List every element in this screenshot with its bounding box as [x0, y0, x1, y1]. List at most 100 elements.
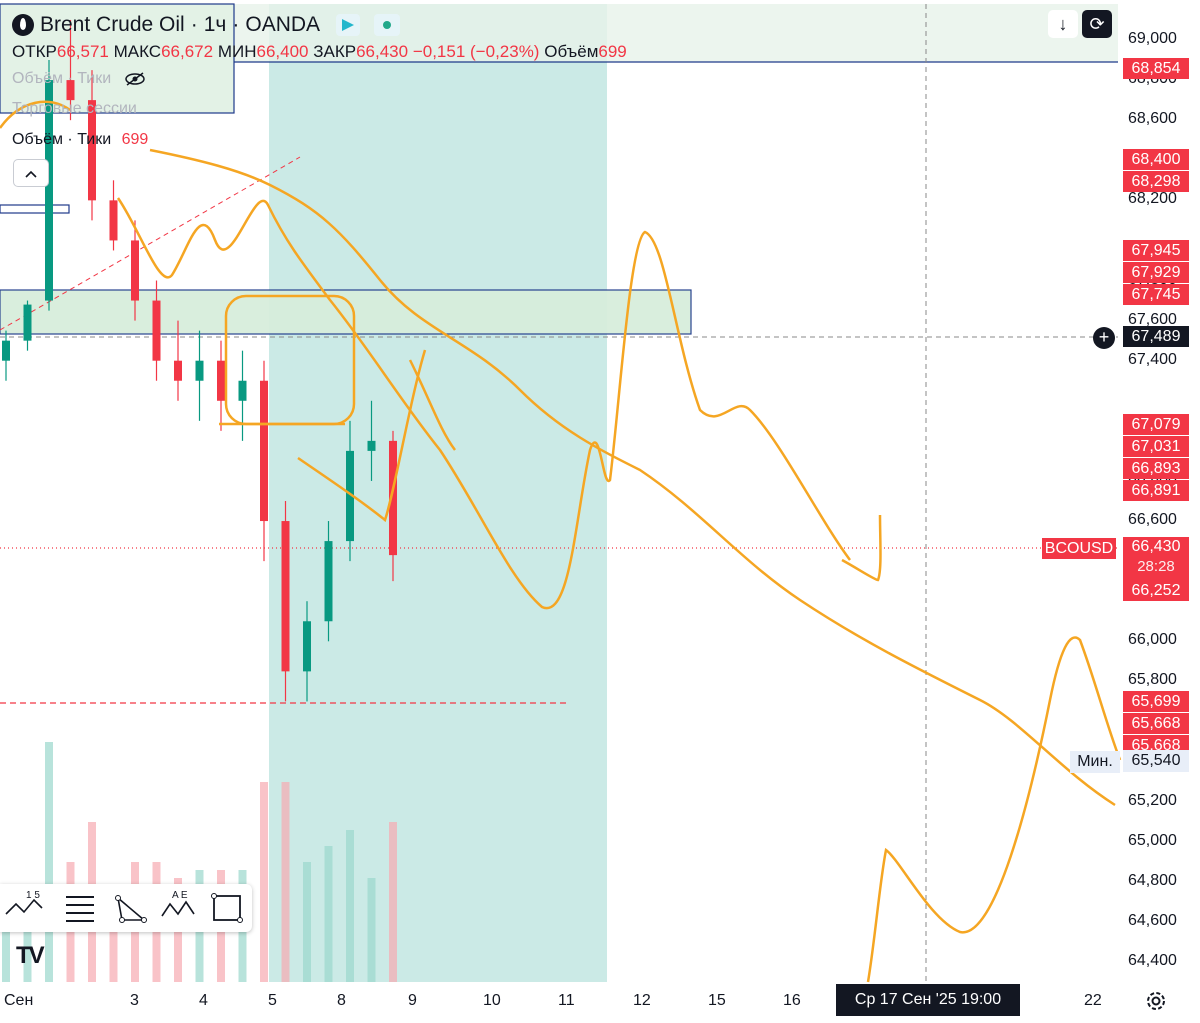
candle-body	[260, 380, 268, 522]
high-label: МАКС	[113, 42, 162, 61]
volume-label: Объём	[544, 42, 599, 61]
price-tag: 68,298	[1123, 171, 1189, 193]
candle	[66, 19, 75, 121]
price-tag: 67,079	[1123, 414, 1189, 436]
gear-icon[interactable]	[1144, 989, 1168, 1013]
price-tick-label: 65,000	[1128, 831, 1177, 849]
orange-curve-wave	[116, 197, 852, 610]
price-tag: 65,668	[1123, 712, 1189, 734]
orange-curve-top	[0, 100, 1116, 807]
time-label: Сен	[4, 992, 34, 1009]
replay-icon: ⟳	[1089, 14, 1105, 34]
candle	[367, 400, 376, 481]
high-value: 66,672	[161, 42, 214, 61]
svg-text:1 5: 1 5	[26, 890, 40, 901]
volume-bar	[281, 782, 290, 982]
open-value: 66,571	[56, 42, 109, 61]
candle-body	[217, 360, 225, 401]
candle-body	[23, 304, 32, 341]
open-label: ОТКР	[12, 42, 57, 61]
replay-button[interactable]: ⟳	[1082, 10, 1112, 38]
wave-tool[interactable]: 1 5	[0, 884, 50, 932]
tradingview-logo[interactable]: TV	[16, 942, 45, 969]
pattern-tool[interactable]: A E	[150, 884, 200, 932]
flag-icon[interactable]	[336, 14, 361, 36]
candle-body	[303, 621, 311, 672]
indicator-value: 699	[121, 131, 149, 148]
price-tick-label: 67,400	[1128, 350, 1177, 368]
candle-body	[238, 380, 247, 401]
price-tag: 66,891	[1123, 480, 1189, 502]
time-label: 22	[1084, 992, 1102, 1009]
close-label: ЗАКР	[313, 42, 357, 61]
volume-bar	[23, 902, 32, 982]
left-top-box	[0, 3, 235, 114]
price-tick-label: 64,800	[1128, 871, 1177, 889]
indicator-hidden-sessions[interactable]: Торговые сессии	[12, 100, 137, 118]
time-label: 12	[633, 992, 651, 1009]
time-label: 3	[130, 992, 139, 1009]
symbol-name: Brent Crude Oil	[40, 13, 185, 36]
session-zone	[269, 4, 607, 982]
orange-curve-bottom	[866, 636, 1122, 983]
candle-body	[2, 340, 10, 361]
candle-body	[346, 450, 354, 542]
candle	[23, 300, 32, 351]
candle-body	[109, 200, 118, 241]
volume-bar	[45, 742, 53, 982]
candle-body	[45, 80, 53, 301]
candle	[260, 360, 268, 562]
candle	[303, 601, 311, 702]
dot-icon[interactable]	[374, 14, 401, 36]
scroll-down-button[interactable]: ↓	[1048, 10, 1078, 38]
time-label: 5	[268, 992, 277, 1009]
price-tick-label: 66,000	[1128, 631, 1177, 649]
change-value: −0,151 (−0,23%)	[412, 42, 540, 61]
orange-curve-small	[297, 349, 882, 582]
symbol-header[interactable]: Brent Crude Oil · 1ч · OANDA	[12, 12, 401, 38]
candle-body	[195, 360, 204, 381]
lines-tool-icon	[66, 896, 94, 922]
interval[interactable]: 1ч	[203, 13, 227, 36]
indicator-hidden-volume[interactable]: Объём · Тики	[12, 70, 146, 88]
indicator-label: Объём · Тики	[12, 131, 112, 148]
price-tick-label: 65,800	[1128, 671, 1177, 689]
bar-countdown: 28:28	[1137, 558, 1175, 575]
candle	[346, 420, 354, 562]
price-tick-label: 64,600	[1128, 911, 1177, 929]
lines-tool[interactable]	[50, 884, 100, 932]
crosshair-plus-icon[interactable]: +	[1093, 327, 1115, 349]
price-tag: 67,929	[1123, 262, 1189, 284]
low-label: МИН	[217, 42, 257, 61]
min-value: 65,540	[1123, 750, 1189, 772]
eye-off-icon[interactable]	[124, 71, 146, 87]
trend-dashed-line	[0, 156, 301, 331]
time-label: 15	[708, 992, 726, 1009]
price-tick-label: 68,600	[1128, 110, 1177, 128]
price-tag: 65,699	[1123, 690, 1189, 712]
indicator-volume[interactable]: Объём · Тики 699	[12, 131, 148, 149]
price-tick-label: 66,600	[1128, 511, 1177, 529]
price-tag: 66,893	[1123, 458, 1189, 480]
time-axis[interactable]	[0, 985, 1200, 1023]
triangle-tool[interactable]	[100, 884, 150, 932]
drawing-toolbar: 1 5 A E	[0, 884, 252, 932]
candle	[174, 320, 182, 401]
candle-body	[152, 300, 161, 361]
candle	[152, 280, 161, 381]
candle	[109, 180, 118, 251]
candle-body	[174, 360, 182, 381]
price-tick-label: 69,000	[1128, 30, 1177, 47]
price-tick-label: 64,400	[1128, 952, 1177, 969]
volume-bar	[260, 782, 268, 982]
collapse-legend-button[interactable]	[13, 159, 49, 187]
candle-body	[131, 240, 139, 301]
price-tag: 67,945	[1123, 240, 1189, 262]
price-tick-label: 68,200	[1128, 190, 1177, 208]
low-value: 66,400	[256, 42, 309, 61]
volume-value: 699	[598, 42, 627, 61]
time-label: 9	[408, 992, 417, 1009]
rectangle-tool[interactable]	[200, 884, 250, 932]
